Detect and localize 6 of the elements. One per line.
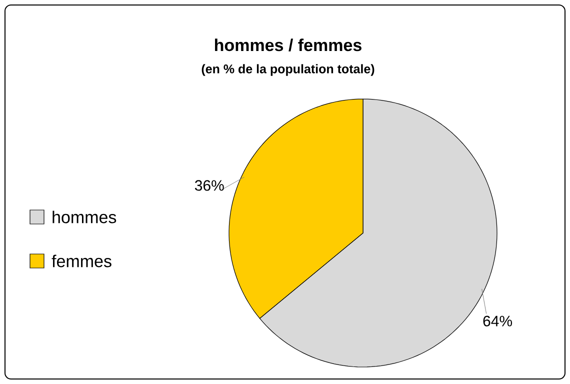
chart-title: hommes / femmes: [215, 38, 362, 52]
data-label: 64%: [483, 316, 512, 326]
chart-subtitle: (en % de la population totale): [202, 64, 374, 76]
data-label: 36%: [194, 180, 224, 191]
legend-label: femmes: [52, 254, 112, 268]
legend-label: hommes: [52, 210, 116, 224]
